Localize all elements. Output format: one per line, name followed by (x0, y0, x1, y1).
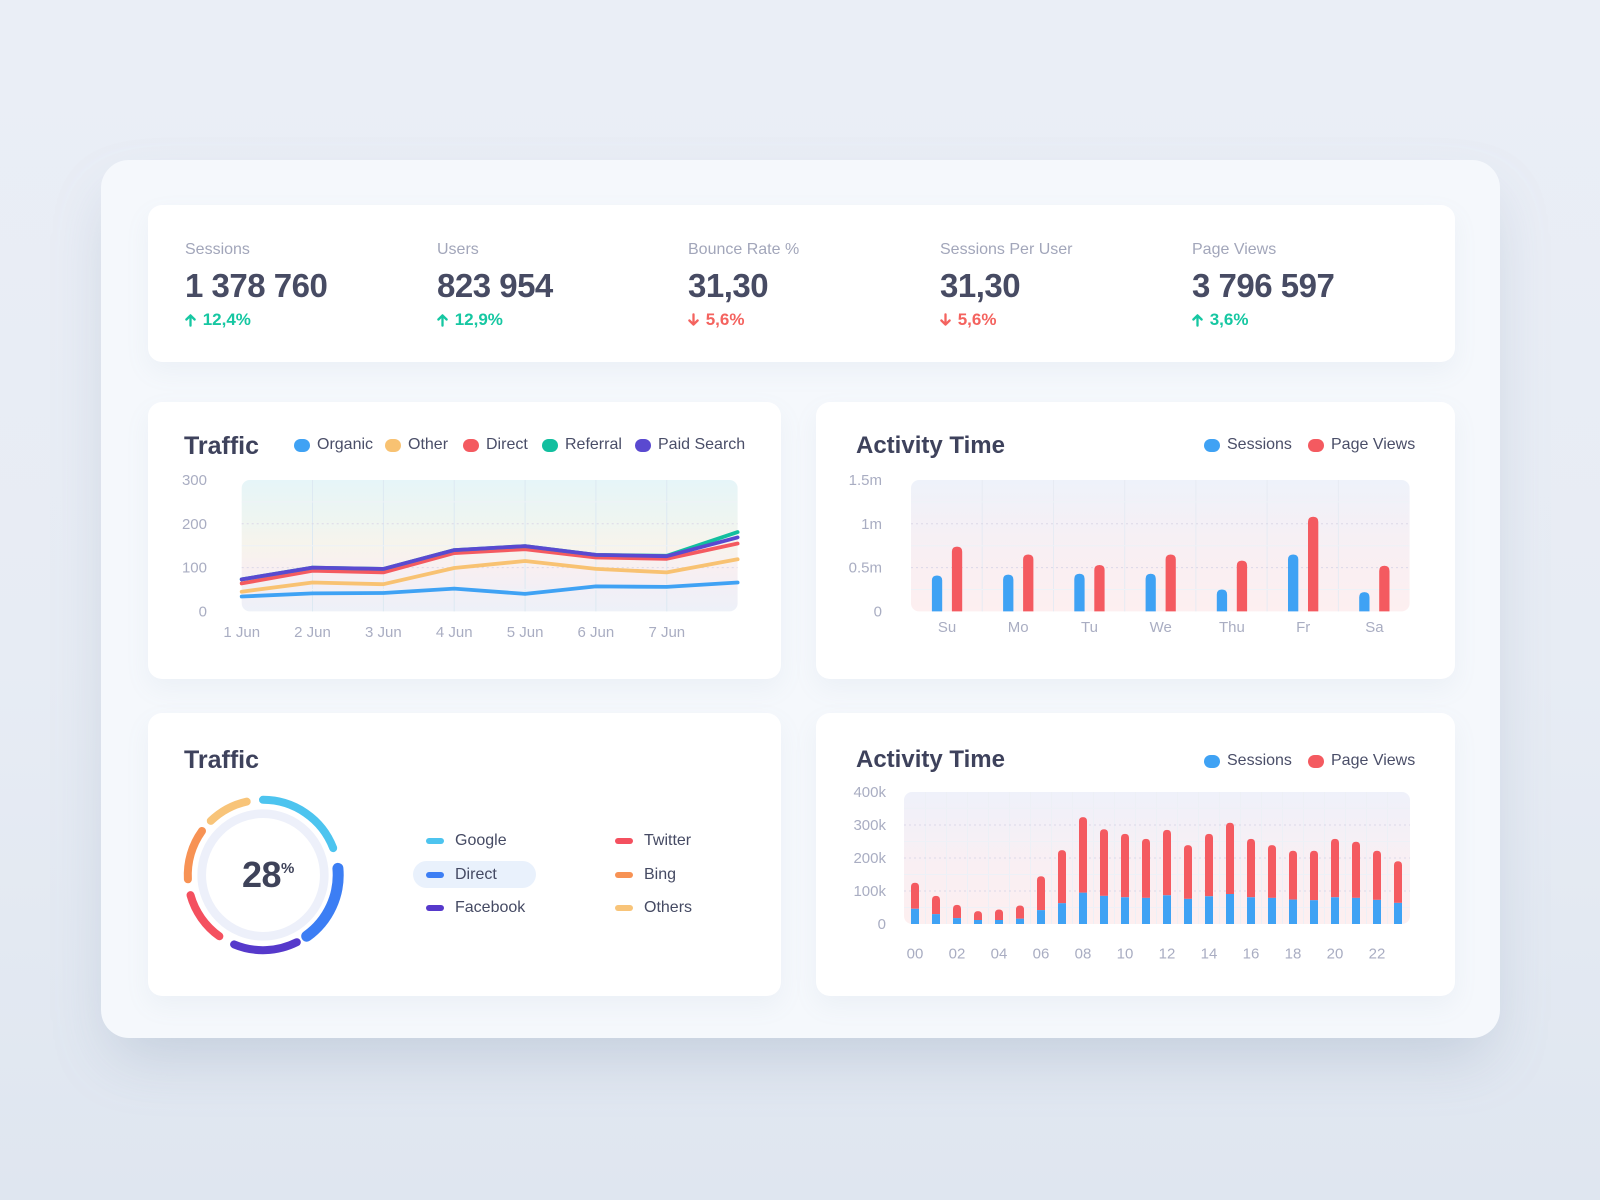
svg-text:1 Jun: 1 Jun (223, 624, 260, 641)
svg-text:20: 20 (1327, 946, 1344, 963)
svg-text:22: 22 (1369, 946, 1386, 963)
svg-text:6 Jun: 6 Jun (578, 624, 615, 641)
svg-text:0: 0 (874, 603, 882, 620)
svg-text:200: 200 (182, 516, 207, 533)
svg-text:Tu: Tu (1081, 619, 1098, 636)
svg-text:7 Jun: 7 Jun (648, 624, 685, 641)
svg-text:14: 14 (1201, 946, 1218, 963)
svg-text:300k: 300k (853, 817, 886, 834)
svg-text:Sa: Sa (1365, 619, 1384, 636)
svg-text:04: 04 (991, 946, 1008, 963)
svg-text:00: 00 (907, 946, 924, 963)
svg-text:5 Jun: 5 Jun (507, 624, 544, 641)
svg-text:Fr: Fr (1296, 619, 1310, 636)
svg-text:10: 10 (1117, 946, 1134, 963)
svg-text:Mo: Mo (1008, 619, 1029, 636)
svg-text:0: 0 (878, 916, 886, 933)
svg-text:2 Jun: 2 Jun (294, 624, 331, 641)
svg-text:Su: Su (938, 619, 956, 636)
svg-text:12: 12 (1159, 946, 1176, 963)
svg-text:02: 02 (949, 946, 966, 963)
svg-text:400k: 400k (853, 784, 886, 801)
svg-text:300: 300 (182, 472, 207, 489)
svg-text:100k: 100k (853, 883, 886, 900)
svg-text:3 Jun: 3 Jun (365, 624, 402, 641)
svg-text:06: 06 (1033, 946, 1050, 963)
svg-text:4 Jun: 4 Jun (436, 624, 473, 641)
svg-text:08: 08 (1075, 946, 1092, 963)
svg-text:100: 100 (182, 560, 207, 577)
svg-text:16: 16 (1243, 946, 1260, 963)
svg-text:18: 18 (1285, 946, 1302, 963)
svg-text:0: 0 (199, 603, 207, 620)
svg-text:Thu: Thu (1219, 619, 1245, 636)
svg-text:We: We (1150, 619, 1172, 636)
svg-text:0.5m: 0.5m (849, 560, 882, 577)
svg-text:1m: 1m (861, 516, 882, 533)
svg-text:1.5m: 1.5m (849, 472, 882, 489)
svg-text:200k: 200k (853, 850, 886, 867)
